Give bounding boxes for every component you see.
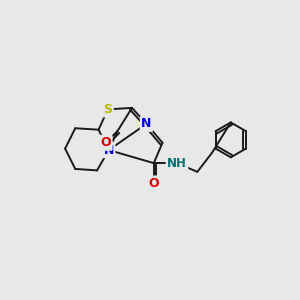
- Text: S: S: [103, 103, 112, 116]
- Text: N: N: [103, 143, 114, 157]
- Text: O: O: [148, 177, 159, 190]
- Text: O: O: [100, 136, 111, 149]
- Text: N: N: [141, 117, 152, 130]
- Text: NH: NH: [167, 157, 187, 169]
